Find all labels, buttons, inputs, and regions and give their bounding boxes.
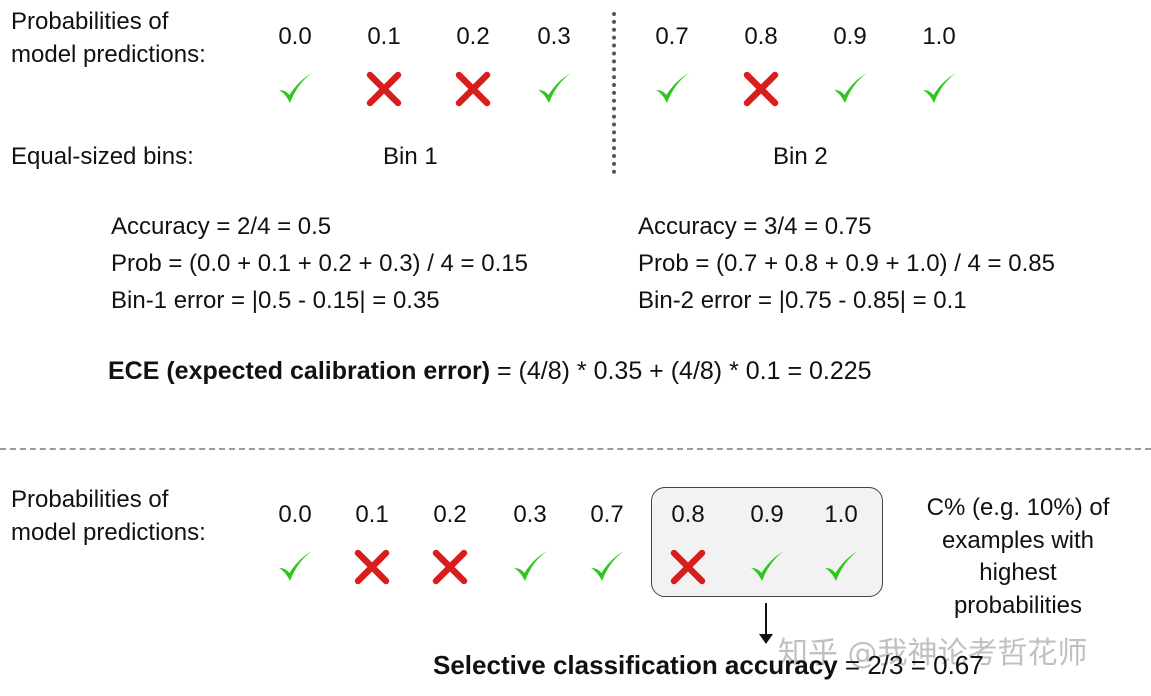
cross-icon xyxy=(352,547,392,587)
check-icon xyxy=(747,547,787,587)
ece-value: = (4/8) * 0.35 + (4/8) * 0.1 = 0.225 xyxy=(490,357,872,385)
selective-accuracy-title: Selective classification accuracy xyxy=(433,650,838,680)
top-label-line1: Probabilities of xyxy=(11,8,169,35)
check-icon xyxy=(275,547,315,587)
check-icon xyxy=(830,69,870,109)
selective-accuracy-formula: Selective classification accuracy = 2/3 … xyxy=(433,650,984,680)
c-percent-description: C% (e.g. 10%) of examples with highest p… xyxy=(906,492,1130,622)
check-icon xyxy=(510,547,550,587)
ece-title: ECE (expected calibration error) xyxy=(108,357,491,385)
cross-icon xyxy=(364,69,404,109)
top-prob-6: 0.9 xyxy=(833,23,867,50)
c-text-line4: probabilities xyxy=(953,591,1083,619)
top-prob-1: 0.1 xyxy=(367,23,401,50)
bin-divider xyxy=(612,12,616,174)
cross-icon xyxy=(453,69,493,109)
bin1-accuracy: Accuracy = 2/4 = 0.5 xyxy=(111,213,332,240)
top-c-percent-highlight xyxy=(651,487,883,597)
bin2-prob: Prob = (0.7 + 0.8 + 0.9 + 1.0) / 4 = 0.8… xyxy=(638,250,1055,277)
bin1-prob: Prob = (0.0 + 0.1 + 0.2 + 0.3) / 4 = 0.1… xyxy=(111,250,528,277)
bottom-label-line1: Probabilities of xyxy=(11,486,169,513)
bin1-label: Bin 1 xyxy=(383,143,438,170)
c-text-line2: examples with xyxy=(941,526,1095,554)
arrow-shaft xyxy=(765,603,767,637)
bottom-prob-1: 0.1 xyxy=(355,501,389,528)
top-prob-2: 0.2 xyxy=(456,23,490,50)
bottom-prob-2: 0.2 xyxy=(433,501,467,528)
arrow-down-icon xyxy=(759,634,773,644)
bottom-prob-5: 0.8 xyxy=(671,501,705,528)
top-prob-5: 0.8 xyxy=(744,23,778,50)
cross-icon xyxy=(430,547,470,587)
top-prob-0: 0.0 xyxy=(278,23,312,50)
bins-label: Equal-sized bins: xyxy=(11,143,194,170)
top-label-line2: model predictions: xyxy=(11,41,206,68)
bin2-accuracy: Accuracy = 3/4 = 0.75 xyxy=(638,213,872,240)
c-text-line3: highest xyxy=(979,559,1057,586)
bottom-prob-0: 0.0 xyxy=(278,501,312,528)
bottom-prob-6: 0.9 xyxy=(750,501,784,528)
bottom-prob-7: 1.0 xyxy=(824,501,858,528)
section-divider xyxy=(0,448,1151,450)
top-prob-7: 1.0 xyxy=(922,23,956,50)
c-text-line1: C% (e.g. 10%) of xyxy=(926,494,1110,521)
top-prob-3: 0.3 xyxy=(537,23,571,50)
check-icon xyxy=(919,69,959,109)
watermark: 知乎 @我神论考哲花师 xyxy=(778,636,1088,671)
cross-icon xyxy=(668,547,708,587)
top-prob-4: 0.7 xyxy=(655,23,689,50)
check-icon xyxy=(534,69,574,109)
bottom-prob-3: 0.3 xyxy=(513,501,547,528)
check-icon xyxy=(821,547,861,587)
bin2-error: Bin-2 error = |0.75 - 0.85| = 0.1 xyxy=(638,287,967,314)
cross-icon xyxy=(741,69,781,109)
bottom-label: Probabilities of model predictions: xyxy=(11,483,206,549)
top-label: Probabilities of model predictions: xyxy=(11,5,206,71)
check-icon xyxy=(587,547,627,587)
check-icon xyxy=(275,69,315,109)
bottom-prob-4: 0.7 xyxy=(590,501,624,528)
bin1-error: Bin-1 error = |0.5 - 0.15| = 0.35 xyxy=(111,287,440,314)
selective-accuracy-value: = 2/3 = 0.67 xyxy=(837,650,984,680)
bottom-label-line2: model predictions: xyxy=(11,519,206,546)
ece-formula: ECE (expected calibration error) = (4/8)… xyxy=(108,356,872,386)
check-icon xyxy=(652,69,692,109)
bin2-label: Bin 2 xyxy=(773,143,828,170)
